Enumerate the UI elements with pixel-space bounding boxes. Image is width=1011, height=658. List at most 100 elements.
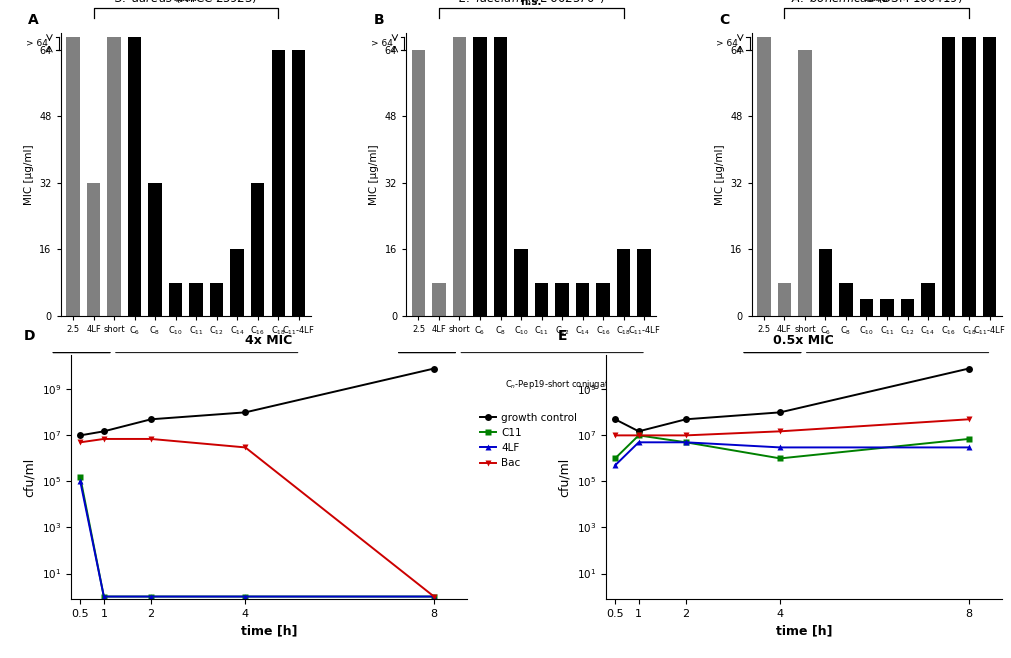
Y-axis label: MIC [μg/ml]: MIC [μg/ml] [714, 144, 724, 205]
Bar [209, 282, 223, 316]
Bar [555, 282, 568, 316]
Bac [679, 432, 692, 440]
Bar [107, 37, 120, 316]
Bar [535, 282, 548, 316]
Bar [859, 299, 872, 316]
Bar [920, 282, 934, 316]
Bar [838, 282, 852, 316]
growth control [145, 415, 157, 423]
Line: Bac: Bac [77, 436, 437, 600]
4LF [239, 593, 251, 601]
Bar [271, 49, 284, 316]
C11 [632, 432, 644, 440]
Text: C$_n$-Pep19-short conjugates: C$_n$-Pep19-short conjugates [160, 378, 273, 391]
Line: C11: C11 [611, 432, 972, 462]
Bar [127, 37, 142, 316]
Line: 4LF: 4LF [77, 478, 437, 600]
Legend: growth control, C11, 4LF, Bac: growth control, C11, 4LF, Bac [476, 409, 580, 472]
growth control [74, 432, 86, 440]
Bar [493, 37, 507, 316]
Bac [609, 432, 621, 440]
C11 [679, 438, 692, 446]
4LF [632, 438, 644, 446]
Text: C$_n$-Pep19-short conjugates: C$_n$-Pep19-short conjugates [850, 378, 963, 391]
Bac [239, 443, 251, 451]
Y-axis label: cfu/ml: cfu/ml [23, 457, 36, 497]
Text: control: control [769, 378, 799, 387]
Bar [514, 249, 527, 316]
4LF [74, 478, 86, 486]
Title: $\it{S.\ aureus}$ (ATCC 25923): $\it{S.\ aureus}$ (ATCC 25923) [114, 0, 258, 5]
Bar [411, 49, 425, 316]
Text: control: control [424, 378, 453, 387]
4LF [98, 593, 110, 601]
C11 [609, 455, 621, 463]
Bar [292, 49, 305, 316]
Bar [595, 282, 610, 316]
Text: B: B [373, 13, 384, 27]
Bar [189, 282, 202, 316]
growth control [961, 365, 974, 372]
Y-axis label: MIC [μg/ml]: MIC [μg/ml] [369, 144, 379, 205]
Text: > 64: > 64 [716, 39, 737, 48]
4LF [145, 593, 157, 601]
C11 [961, 435, 974, 443]
Bar [777, 282, 791, 316]
growth control [98, 428, 110, 436]
Bac [632, 432, 644, 440]
4LF [773, 443, 786, 451]
Text: ****: **** [864, 0, 888, 7]
Bar [617, 249, 630, 316]
Bar [575, 282, 588, 316]
Title: 4x MIC: 4x MIC [245, 334, 292, 347]
Text: n.s.: n.s. [520, 0, 542, 7]
Bar [941, 37, 954, 316]
Bar [637, 249, 650, 316]
Bac [428, 593, 440, 601]
Text: > 64: > 64 [371, 39, 392, 48]
Line: growth control: growth control [77, 365, 437, 439]
4LF [961, 443, 974, 451]
Text: C: C [719, 13, 729, 27]
Title: $\it{A.\ bohemicus}$ (DSM 100419): $\it{A.\ bohemicus}$ (DSM 100419) [790, 0, 961, 5]
Bar [982, 37, 995, 316]
C11 [145, 593, 157, 601]
Bar [87, 183, 100, 316]
growth control [239, 409, 251, 417]
C11 [239, 593, 251, 601]
Bar [231, 249, 244, 316]
Bar [251, 183, 264, 316]
Bar [67, 37, 80, 316]
Bac [98, 435, 110, 443]
Text: E: E [558, 329, 567, 343]
Bar [473, 37, 486, 316]
growth control [679, 415, 692, 423]
Line: 4LF: 4LF [611, 439, 972, 468]
Bar [798, 49, 811, 316]
X-axis label: time [h]: time [h] [241, 624, 297, 637]
Bar [818, 249, 831, 316]
growth control [428, 365, 440, 372]
Text: control: control [79, 378, 108, 387]
Bar [900, 299, 913, 316]
Bar [149, 183, 162, 316]
Text: D: D [23, 329, 34, 343]
Bar [880, 299, 893, 316]
C11 [74, 473, 86, 481]
C11 [98, 593, 110, 601]
C11 [428, 593, 440, 601]
Bar [452, 37, 466, 316]
4LF [679, 438, 692, 446]
Bar [432, 282, 445, 316]
Text: ****: **** [174, 0, 197, 7]
Bar [961, 37, 975, 316]
Bac [145, 435, 157, 443]
growth control [609, 415, 621, 423]
Bac [961, 415, 974, 423]
Y-axis label: cfu/ml: cfu/ml [557, 457, 570, 497]
Line: Bac: Bac [611, 416, 972, 439]
Text: > 64: > 64 [25, 39, 48, 48]
Title: 0.5x MIC: 0.5x MIC [772, 334, 833, 347]
Bac [773, 428, 786, 436]
4LF [609, 461, 621, 469]
